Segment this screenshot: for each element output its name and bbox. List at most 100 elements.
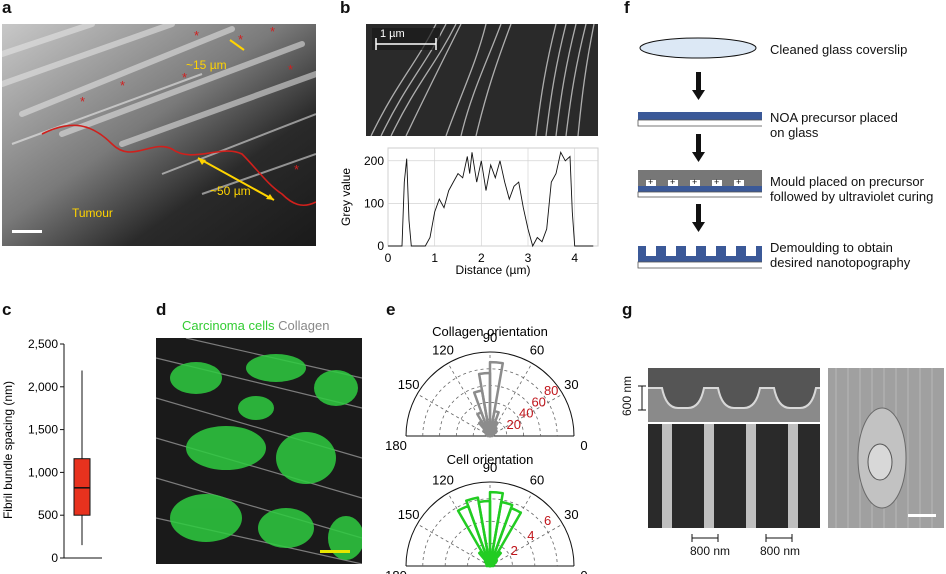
fabrication-drawings: + + + + +: [637, 37, 762, 269]
polar-bin-bar: [472, 389, 492, 438]
distance-label-50um: ~50 µm: [210, 184, 251, 198]
profile-y-axis-label: Grey value: [339, 168, 353, 226]
fluorescence-image-d: [156, 338, 362, 564]
polar-bin-bar: [484, 431, 492, 438]
polar-grid-ring: [422, 368, 558, 437]
profile-y-tick-label: 200: [364, 154, 384, 168]
polar-radial-tick-label: 2: [511, 543, 518, 558]
tumour-label: Tumour: [72, 206, 113, 220]
polar-grid-spoke: [417, 393, 491, 437]
svg-text:+: +: [670, 177, 675, 187]
polar-radial-tick-label: 80: [544, 383, 558, 398]
polar-angle-tick-label: 90: [483, 460, 497, 475]
svg-text:*: *: [80, 94, 85, 109]
legend-carcinoma-cells: Carcinoma cells: [182, 318, 275, 333]
mould-icon: + + + + +: [637, 170, 762, 198]
svg-text:*: *: [182, 70, 187, 85]
polar-radial-tick-label: 20: [506, 417, 520, 432]
down-arrow-icon-1: [692, 72, 705, 100]
fibril-spacing-boxplot: 0 500 1,000 1,500 2,000 2,500 Fibril bundle s…: [1, 337, 102, 565]
polar-bin-bar: [482, 428, 492, 438]
micrograph-a-art: * * * * * * * *: [2, 24, 316, 246]
box-y-axis-label: Fibril bundle spacing (nm): [1, 381, 15, 519]
width-label-800nm-2: 800 nm: [760, 544, 801, 558]
polar-angle-tick-label: 150: [398, 377, 420, 392]
polar-angle-tick-label: 60: [530, 343, 544, 358]
polar-bin-bar: [476, 411, 492, 438]
polar-angle-tick-label: 180: [385, 438, 407, 453]
box-y-tick-label: 2,000: [28, 380, 58, 394]
polar-radial-tick-label: 40: [519, 406, 533, 421]
box-y-tick-label: 500: [38, 508, 58, 522]
svg-text:*: *: [120, 78, 125, 93]
polar-angle-tick-label: 0: [580, 568, 587, 574]
svg-text:*: *: [294, 162, 299, 177]
profile-plot-area: [387, 147, 599, 247]
polar-radial-tick-label: 4: [527, 528, 534, 543]
grey-value-profile-chart: 0 1 2 3 4 0 100 200 Distance (µm) Grey value: [339, 147, 599, 277]
polar-angle-tick-label: 60: [530, 473, 544, 488]
polar-angle-tick-label: 150: [398, 507, 420, 522]
box-iqr: [73, 458, 91, 516]
polar-bin-bar: [456, 504, 492, 568]
profile-x-tick-label: 4: [571, 251, 578, 265]
panel-label-f: f: [624, 0, 630, 17]
profile-x-axis-label: Distance (µm): [456, 263, 531, 277]
polar-angle-tick-label: 90: [483, 330, 497, 345]
profile-x-tick-label: 3: [525, 251, 532, 265]
scalebar-label-b: 1 µm: [380, 28, 405, 40]
polar-bin-bar: [488, 490, 505, 568]
polar-radial-tick-label: 60: [531, 394, 545, 409]
noa-layer-icon: [638, 112, 762, 120]
svg-text:*: *: [270, 24, 275, 39]
polar-grid-ring: [467, 543, 513, 567]
fluorescence-legend: Carcinoma cells Collagen: [182, 318, 329, 333]
width-brackets-icon: [691, 534, 793, 542]
polar-radial-tick-label: 6: [544, 513, 551, 528]
sem-cross-section: [648, 368, 820, 422]
polar-bin-bar: [485, 564, 492, 568]
micrograph-b-art: [366, 24, 598, 136]
step-1-text: Cleaned glass coverslip: [770, 42, 908, 57]
polar-grid-ring: [422, 498, 558, 567]
svg-text:*: *: [238, 32, 243, 47]
fabrication-schematic: + + + + + Cleaned glass coverslip NOA precur…: [632, 30, 946, 276]
box-y-tick-label: 1,000: [28, 465, 58, 479]
micrograph-b: 1 µm: [366, 24, 598, 136]
step-3-text: Mould placed on precursor followed by ult…: [770, 174, 934, 204]
svg-text:+: +: [692, 177, 697, 187]
polar-grid-ring: [456, 402, 524, 437]
height-bracket-icon: [638, 385, 646, 411]
nanotopography-icon: [637, 246, 762, 269]
polar-angle-tick-label: 30: [564, 507, 578, 522]
orientation-polar-charts: Collagen orientation Cell orientation 0 3…: [385, 324, 587, 574]
svg-text:*: *: [194, 28, 199, 43]
cell-on-grooves-image: [828, 368, 944, 528]
box-y-tick-label: 1,500: [28, 423, 58, 437]
panel-label-e: e: [386, 300, 396, 319]
polar-grid-ring: [444, 520, 536, 567]
panel-label-a: a: [2, 0, 12, 17]
profile-x-tick-label: 0: [385, 251, 392, 265]
legend-collagen: Collagen: [278, 318, 330, 333]
polar-bin-bar: [477, 420, 492, 438]
box-y-tick-label: 0: [51, 551, 58, 565]
down-arrow-icon-2: [692, 134, 705, 162]
polar-angle-tick-label: 120: [432, 343, 454, 358]
profile-y-tick-label: 100: [364, 196, 384, 210]
grey-value-line: [388, 151, 594, 248]
polar-angle-tick-label: 30: [564, 377, 578, 392]
width-label-800nm-1: 800 nm: [690, 544, 731, 558]
down-arrow-icon-3: [692, 204, 705, 232]
step-2-text: NOA precursor placed on glass: [770, 110, 898, 140]
distance-label-15um: ~15 µm: [186, 58, 227, 72]
polar-bin-bar: [483, 559, 492, 568]
step-4-text: Demoulding to obtain desired nanotopograp…: [770, 240, 911, 270]
panel-label-b: b: [340, 0, 351, 17]
panel-label-d: d: [156, 300, 167, 319]
polar-bin-bar: [488, 360, 505, 438]
polar-title-cell: Cell orientation: [447, 452, 534, 467]
svg-text:+: +: [714, 177, 719, 187]
svg-text:+: +: [648, 177, 653, 187]
svg-text:+: +: [736, 177, 741, 187]
